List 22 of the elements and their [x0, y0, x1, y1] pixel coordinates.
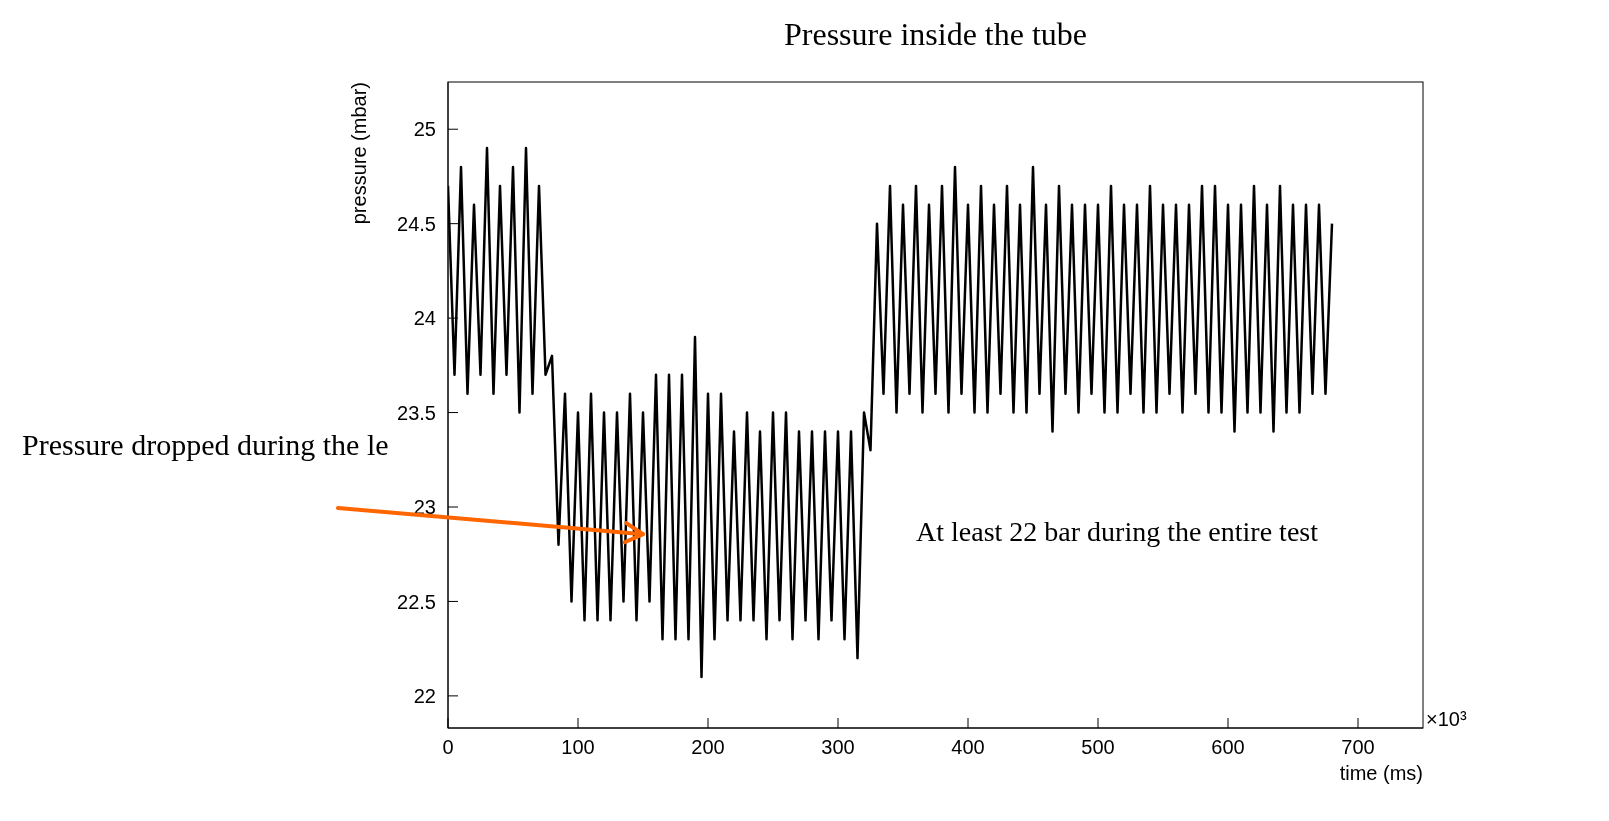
x-tick-label: 300 [821, 736, 855, 759]
y-tick-label: 22 [413, 684, 436, 707]
x-tick-label: 500 [1081, 736, 1115, 759]
x-tick-label: 600 [1211, 736, 1245, 759]
x-tick-label: 200 [691, 736, 725, 759]
y-tick-label: 23 [413, 496, 436, 519]
annotation: At least 22 bar during the entire test [916, 516, 1318, 549]
y-axis-title: pressure (mbar) [348, 82, 371, 225]
y-tick-label: 24.5 [397, 212, 436, 235]
x-tick-label: 100 [561, 736, 595, 759]
x-tick-label: 700 [1341, 736, 1375, 759]
text: Pressure dropped during the le [22, 428, 390, 462]
y-tick-label: 22.5 [397, 590, 436, 613]
x-tick-label: 400 [951, 736, 985, 759]
y-tick-label: 25 [413, 118, 436, 141]
y-tick-label: 23.5 [397, 401, 436, 424]
chart-title: Pressure inside the tube [782, 16, 1088, 53]
line-series [448, 146, 1334, 679]
text: ×10³ [1426, 708, 1467, 731]
x-tick-label: 0 [442, 736, 454, 759]
y-tick-label: 24 [413, 307, 436, 330]
x-axis-title: time (ms) [1339, 762, 1423, 785]
